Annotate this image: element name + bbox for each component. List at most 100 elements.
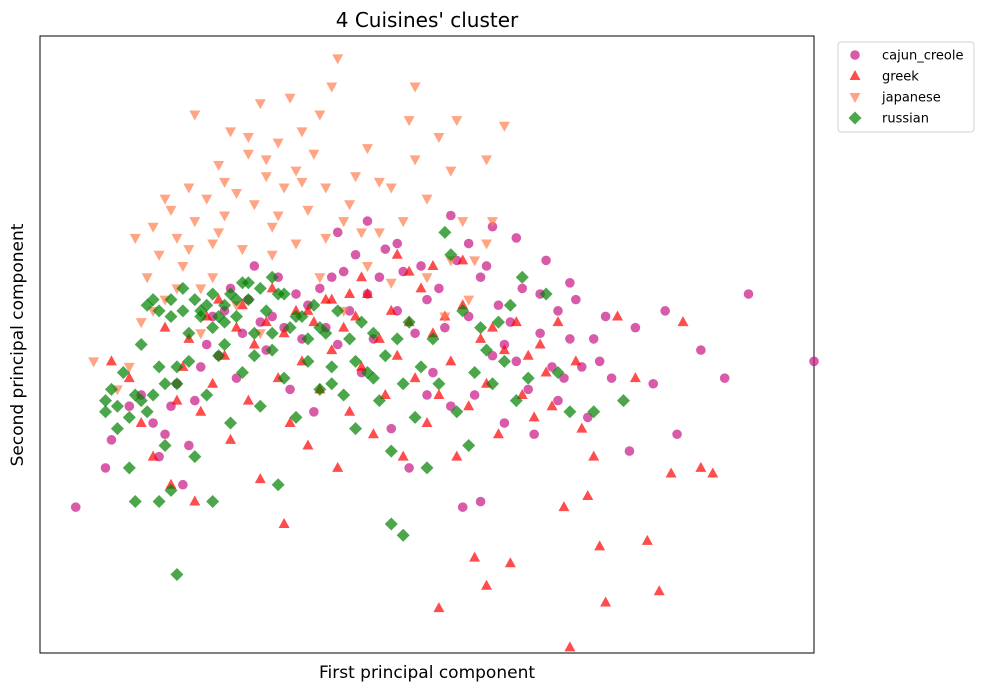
data-point-japanese bbox=[225, 127, 237, 138]
data-point-russian bbox=[301, 354, 315, 368]
data-point-japanese bbox=[409, 82, 421, 93]
data-point-japanese bbox=[445, 256, 457, 267]
data-point-japanese bbox=[302, 205, 314, 216]
data-point-cajun-creole bbox=[446, 210, 456, 221]
data-point-japanese bbox=[183, 183, 195, 194]
series-russian bbox=[98, 225, 630, 581]
data-point-russian bbox=[444, 248, 458, 262]
data-point-greek bbox=[540, 366, 552, 377]
data-point-japanese bbox=[236, 245, 248, 256]
legend-marker-russian bbox=[848, 111, 862, 125]
data-point-japanese bbox=[385, 278, 397, 289]
data-point-greek bbox=[457, 254, 469, 265]
data-point-greek bbox=[653, 585, 665, 596]
data-point-russian bbox=[474, 321, 488, 335]
data-point-japanese bbox=[219, 211, 231, 222]
legend-label-japanese: japanese bbox=[881, 91, 941, 106]
data-point-russian bbox=[551, 366, 565, 380]
data-point-japanese bbox=[481, 155, 493, 166]
data-point-greek bbox=[677, 316, 689, 327]
data-point-russian bbox=[366, 371, 380, 385]
data-point-cajun-creole bbox=[672, 429, 682, 440]
data-point-greek bbox=[576, 422, 588, 433]
data-point-russian bbox=[229, 309, 243, 323]
data-point-russian bbox=[349, 422, 363, 436]
data-point-japanese bbox=[141, 273, 153, 284]
data-point-cajun-creole bbox=[565, 334, 575, 344]
data-point-japanese bbox=[260, 172, 272, 183]
data-point-russian bbox=[152, 360, 166, 374]
data-point-russian bbox=[188, 293, 202, 307]
data-point-russian bbox=[539, 287, 553, 301]
data-point-russian bbox=[200, 388, 214, 402]
data-point-japanese bbox=[481, 239, 493, 250]
data-point-greek bbox=[481, 579, 493, 590]
data-point-cajun-creole bbox=[428, 367, 438, 378]
data-point-russian bbox=[182, 326, 196, 340]
data-point-russian bbox=[372, 394, 386, 408]
data-point-greek bbox=[695, 461, 707, 472]
data-point-greek bbox=[629, 372, 641, 383]
data-point-cajun-creole bbox=[487, 350, 498, 361]
data-point-russian bbox=[343, 332, 357, 346]
data-point-cajun-creole bbox=[511, 233, 522, 243]
data-point-russian bbox=[134, 394, 148, 408]
data-point-cajun-creole bbox=[160, 429, 170, 440]
data-point-russian bbox=[277, 287, 291, 301]
data-point-greek bbox=[397, 450, 409, 461]
data-point-greek bbox=[230, 321, 242, 332]
data-point-japanese bbox=[320, 183, 332, 194]
data-point-russian bbox=[503, 298, 517, 312]
data-point-cajun-creole bbox=[362, 216, 373, 226]
data-point-japanese bbox=[361, 144, 373, 155]
data-point-russian bbox=[212, 349, 226, 363]
data-point-russian bbox=[164, 483, 178, 497]
data-point-russian bbox=[485, 377, 499, 391]
data-point-greek bbox=[427, 327, 439, 338]
data-point-cajun-creole bbox=[648, 378, 659, 389]
data-point-russian bbox=[426, 332, 440, 346]
data-point-greek bbox=[350, 310, 362, 321]
data-point-russian bbox=[170, 360, 184, 374]
data-point-russian bbox=[331, 304, 345, 318]
data-point-russian bbox=[164, 293, 178, 307]
data-point-russian bbox=[235, 366, 249, 380]
data-point-japanese bbox=[272, 138, 284, 149]
data-point-japanese bbox=[421, 273, 433, 284]
data-point-japanese bbox=[278, 183, 290, 194]
data-point-russian bbox=[152, 304, 166, 318]
data-point-cajun-creole bbox=[553, 306, 563, 316]
data-point-greek bbox=[278, 517, 290, 528]
data-points bbox=[70, 54, 819, 652]
data-point-russian bbox=[170, 567, 184, 581]
data-point-greek bbox=[504, 557, 516, 568]
data-point-greek bbox=[302, 304, 314, 315]
data-point-greek bbox=[260, 316, 272, 327]
data-point-russian bbox=[384, 517, 398, 531]
data-point-japanese bbox=[350, 172, 362, 183]
data-point-japanese bbox=[129, 233, 141, 244]
data-point-greek bbox=[213, 293, 225, 304]
data-point-russian bbox=[152, 495, 166, 509]
data-point-russian bbox=[206, 321, 220, 335]
data-point-russian bbox=[301, 332, 315, 346]
data-point-greek bbox=[248, 338, 260, 349]
data-point-russian bbox=[289, 410, 303, 424]
data-point-russian bbox=[146, 388, 160, 402]
data-point-japanese bbox=[284, 93, 296, 104]
data-point-russian bbox=[396, 528, 410, 542]
data-point-japanese bbox=[183, 245, 195, 256]
data-point-russian bbox=[468, 366, 482, 380]
legend-marker-japanese bbox=[849, 93, 861, 103]
data-point-japanese bbox=[207, 239, 219, 250]
data-point-greek bbox=[326, 344, 338, 355]
data-point-russian bbox=[271, 478, 285, 492]
data-point-japanese bbox=[213, 161, 225, 172]
data-point-greek bbox=[522, 349, 534, 360]
data-point-greek bbox=[207, 377, 219, 388]
data-point-greek bbox=[516, 388, 528, 399]
x-axis-label: First principal component bbox=[319, 663, 535, 683]
data-point-cajun-creole bbox=[696, 345, 706, 355]
data-point-cajun-creole bbox=[541, 255, 551, 266]
